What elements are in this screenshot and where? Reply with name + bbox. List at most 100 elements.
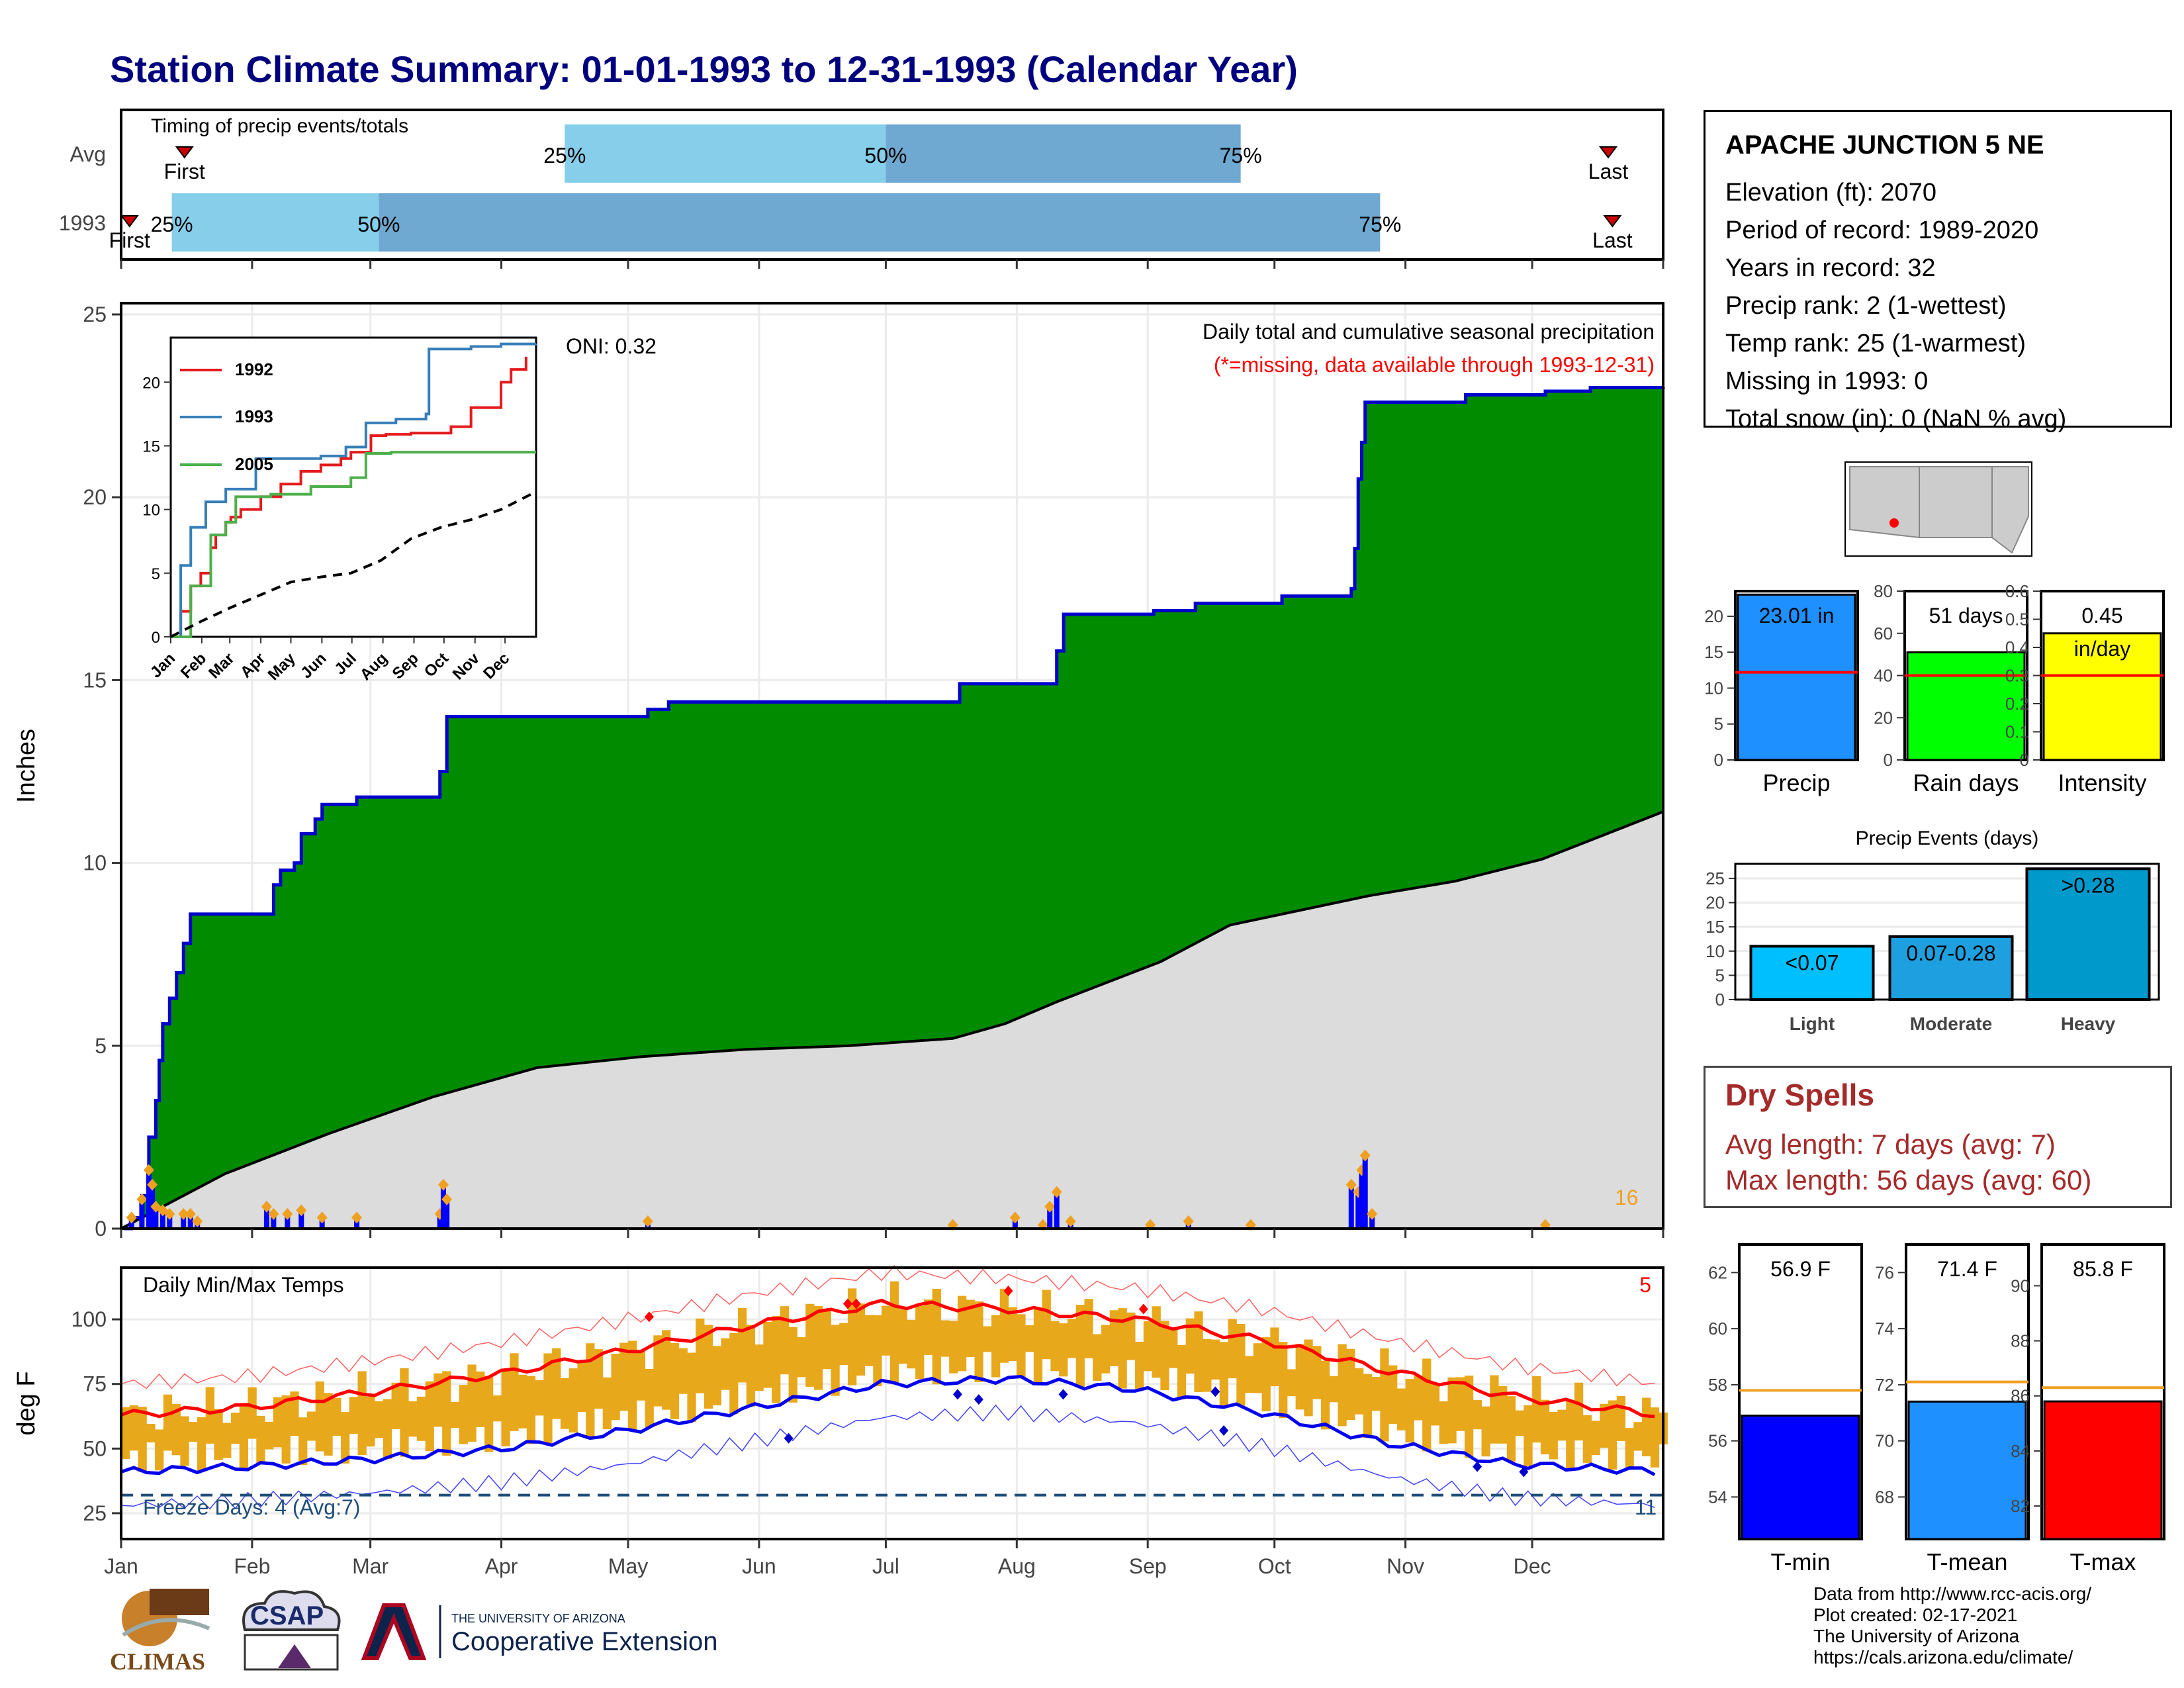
temp-ytick-label-0: 54 (1708, 1487, 1727, 1507)
temps-daily-range-bar (1608, 1400, 1617, 1470)
temps-daily-range-bar (129, 1405, 139, 1451)
temps-daily-range-bar (1422, 1358, 1432, 1452)
temps-daily-range-bar (1388, 1365, 1398, 1424)
temps-daily-range-bar (738, 1307, 747, 1383)
locator-station-dot (1889, 518, 1899, 528)
temps-daily-range-bar (1600, 1403, 1609, 1448)
events-xlabel-moderate: Moderate (1910, 1013, 1992, 1034)
temps-daily-range-bar (332, 1397, 341, 1436)
temps-daily-range-bar (306, 1411, 316, 1441)
precip-daily-marker (126, 1211, 137, 1224)
temps-daily-range-bar (645, 1368, 654, 1428)
temps-daily-range-bar (1473, 1400, 1482, 1430)
precip-daily-marker (1359, 1149, 1371, 1162)
events-bar-label-moderate: 0.07-0.28 (1906, 941, 1995, 965)
temps-ytick-label: 75 (83, 1372, 107, 1396)
inset-series-1993 (171, 342, 537, 638)
timing-title: Timing of precip events/totals (151, 115, 408, 137)
temps-daily-range-bar (121, 1407, 130, 1459)
temps-daily-range-bar (1540, 1399, 1550, 1455)
precip-bars-ytick-label-0: 0 (1714, 750, 1723, 770)
temps-ytick-label: 50 (83, 1436, 107, 1460)
locator-map (1844, 461, 2032, 557)
temps-daily-range-bar (813, 1305, 823, 1390)
temps-daily-range-bar (1050, 1321, 1060, 1372)
temps-ytick-label: 100 (71, 1307, 107, 1331)
precip-daily-marker (1183, 1215, 1194, 1227)
inset-legend-label-2005: 2005 (235, 454, 273, 474)
temps-title: Daily Min/Max Temps (143, 1273, 343, 1297)
temps-daily-range-bar (1650, 1407, 1660, 1468)
temps-daily-range-bar (696, 1318, 705, 1393)
temps-daily-range-bar (1447, 1377, 1457, 1444)
temps-daily-range-bar (1008, 1307, 1017, 1362)
ua-big-text: Cooperative Extension (451, 1627, 717, 1656)
precip-daily-marker (296, 1204, 307, 1217)
csap-box (244, 1634, 339, 1671)
precip-daily-bar (167, 1213, 173, 1229)
csap-cloud-icon (242, 1590, 341, 1631)
temps-panel-frame (120, 1266, 1664, 1540)
temps-daily-range-bar (1152, 1306, 1161, 1378)
temps-daily-range-bar (831, 1325, 840, 1396)
temp-value-label-0: 56.9 F (1770, 1257, 1831, 1281)
precip-ytick-label: 15 (83, 668, 107, 692)
precip-daily-marker (192, 1215, 203, 1227)
temps-daily-range-bar (1279, 1342, 1288, 1419)
precip-daily-marker (316, 1211, 328, 1224)
timing-row-1993-pct-2: 75% (1359, 212, 1401, 236)
temps-daily-range-bar (856, 1303, 866, 1376)
precip-daily-bar (437, 1213, 443, 1229)
temps-daily-range-bar (594, 1349, 604, 1409)
timing-row-1993-q25-q50 (171, 193, 379, 252)
precip-bars-bar-0 (1737, 593, 1856, 761)
inset-series-2005 (171, 451, 536, 638)
precip-daily-marker (1044, 1200, 1056, 1213)
temps-daily-range-bar (163, 1394, 173, 1451)
precip-daily-marker (164, 1207, 175, 1220)
temps-daily-range-bar (1270, 1327, 1279, 1387)
temps-daily-range-bar (1380, 1348, 1389, 1442)
station-missing: Missing in 1993: 0 (1725, 367, 1929, 395)
temps-record-low-marker (1519, 1466, 1529, 1477)
precip-daily-bar (1369, 1213, 1375, 1229)
precip-daily-bar (1047, 1206, 1053, 1229)
dry-spells-title: Dry Spells (1725, 1078, 1874, 1112)
temps-daily-range-bar (1430, 1383, 1440, 1426)
precip-annotation: Daily total and cumulative seasonal prec… (1203, 320, 1655, 344)
station-elevation: Elevation (ft): 2070 (1725, 179, 1936, 207)
temps-daily-range-bar (1456, 1377, 1465, 1431)
locator-state-az (1849, 466, 1920, 539)
precip-daily-bar (181, 1213, 187, 1229)
timing-row-1993-pct-0: 25% (151, 212, 193, 236)
temp-xlabel-2: T-max (2070, 1548, 2136, 1575)
temps-daily-range-bar (416, 1396, 426, 1441)
ua-small-text: THE UNIVERSITY OF ARIZONA (451, 1612, 625, 1625)
temps-daily-range-bar (602, 1377, 612, 1430)
temps-daily-range-bar (1557, 1409, 1567, 1441)
temps-daily-range-bar (357, 1371, 367, 1456)
temps-daily-range-bar (1075, 1305, 1085, 1387)
timing-row-avg-pct-1: 50% (864, 144, 907, 167)
precip-cumulative-avg-line (120, 810, 1664, 1230)
temp-ytick-label-1: 74 (1875, 1319, 1894, 1338)
temps-record-high-marker (842, 1298, 852, 1309)
footer-line-url: https://cals.arizona.edu/climate/ (1813, 1647, 2073, 1667)
temps-record-high-line (120, 1265, 1655, 1389)
temps-daily-range-bar (1591, 1421, 1600, 1456)
precip-daily-bar (153, 1206, 159, 1229)
temps-daily-range-bar (1574, 1382, 1584, 1441)
precip-bars-bar-1 (1906, 651, 2026, 761)
temps-daily-range-bar (577, 1360, 586, 1413)
climas-logo-text: CLIMAS (110, 1648, 205, 1675)
timing-row-1993-q50-q75 (379, 193, 1381, 252)
events-ytick-label: 20 (1706, 893, 1725, 913)
timing-row-1993-last-label: Last (1592, 228, 1633, 252)
temps-daily-range-bar (1025, 1325, 1034, 1352)
precip-daily-bar (159, 1210, 165, 1229)
temps-daily-range-bar (189, 1422, 198, 1442)
temps-daily-range-bar (1194, 1311, 1203, 1393)
temps-daily-range-bar (1582, 1415, 1592, 1463)
temps-daily-range-bar (1033, 1308, 1043, 1383)
